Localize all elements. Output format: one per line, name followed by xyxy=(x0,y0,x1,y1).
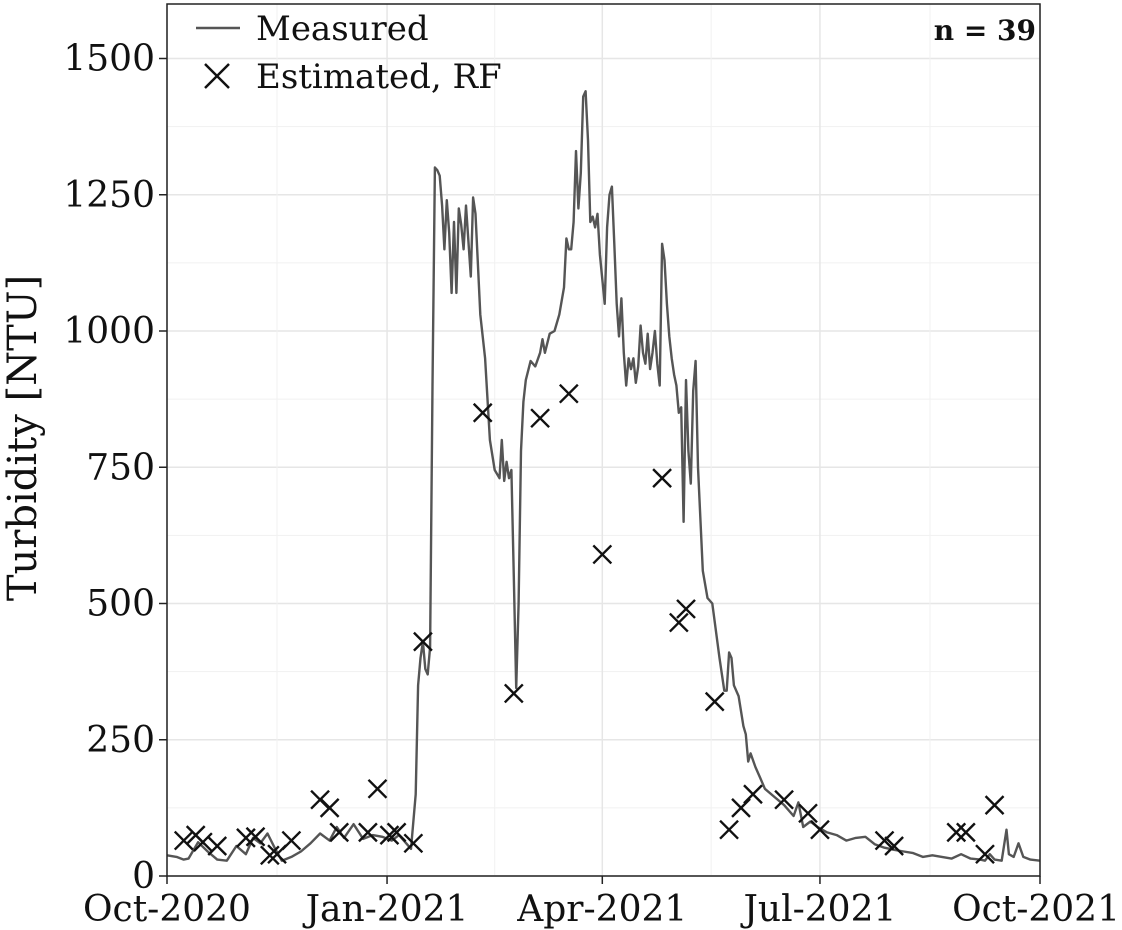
y-tick-label: 1250 xyxy=(63,175,155,216)
estimated-point-marker xyxy=(652,468,672,488)
y-tick-label: 750 xyxy=(86,447,155,488)
estimated-point-marker xyxy=(530,408,550,429)
estimated-point-marker xyxy=(884,836,904,856)
legend-label-measured: Measured xyxy=(256,9,429,49)
measured-series-line xyxy=(166,90,1041,862)
y-tick-label: 250 xyxy=(86,720,155,761)
estimated-point-marker xyxy=(874,830,895,851)
estimated-point-marker xyxy=(984,795,1005,815)
legend-label-estimated: Estimated, RF xyxy=(256,57,502,97)
estimated-point-marker xyxy=(173,830,194,851)
x-tick-label: Jul-2021 xyxy=(739,889,896,930)
estimated-point-marker xyxy=(810,819,830,840)
estimated-point-marker xyxy=(719,819,739,840)
y-tick-label: 1000 xyxy=(63,311,155,352)
y-tick-label: 500 xyxy=(86,584,155,625)
sample-count-annotation: n = 39 xyxy=(934,14,1036,47)
grid-layer xyxy=(166,4,1041,877)
y-tick-label: 1500 xyxy=(63,39,155,80)
estimated-point-marker xyxy=(207,836,228,856)
estimated-point-marker xyxy=(558,383,579,404)
estimated-point-marker xyxy=(319,798,340,818)
legend-x-symbol xyxy=(204,63,230,89)
plot-frame xyxy=(166,3,1041,877)
estimated-point-marker xyxy=(592,544,613,565)
estimated-point-marker xyxy=(259,845,280,866)
estimated-point-marker xyxy=(281,830,302,851)
tick-layer: 0 250 500 750 1000 1250 1500 Oct-2020 Jan-2021 Ap… xyxy=(63,39,1120,930)
estimated-point-marker xyxy=(798,803,818,824)
x-tick-label: Apr-2021 xyxy=(516,889,687,930)
estimated-point-marker xyxy=(704,691,725,712)
estimated-point-marker xyxy=(358,822,378,843)
estimated-point-marker xyxy=(743,784,763,805)
estimated-point-marker xyxy=(367,778,388,799)
estimated-point-marker xyxy=(379,825,400,845)
estimated-point-marker xyxy=(193,832,213,853)
y-axis-label: Turbidity [NTU] xyxy=(0,275,46,601)
estimated-point-marker xyxy=(956,822,976,843)
estimated-point-marker xyxy=(975,844,995,865)
y-tick-label: 0 xyxy=(132,856,155,897)
estimated-point-marker xyxy=(386,822,407,843)
estimated-point-marker xyxy=(245,826,266,847)
legend: Measured Estimated, RF xyxy=(196,9,502,97)
x-tick-label: Jan-2021 xyxy=(302,889,469,930)
estimated-point-marker xyxy=(403,833,424,854)
x-tick-label: Oct-2020 xyxy=(83,889,251,930)
x-tick-label: Oct-2021 xyxy=(952,889,1120,930)
estimated-point-marker xyxy=(503,683,524,704)
series-layer xyxy=(166,90,1041,866)
estimated-point-marker xyxy=(668,612,689,633)
estimated-point-marker xyxy=(676,599,696,619)
estimated-point-marker xyxy=(472,402,493,423)
estimated-point-marker xyxy=(946,822,967,843)
estimated-point-marker xyxy=(774,789,794,810)
estimated-point-marker xyxy=(329,822,350,843)
estimated-point-marker xyxy=(413,631,433,652)
